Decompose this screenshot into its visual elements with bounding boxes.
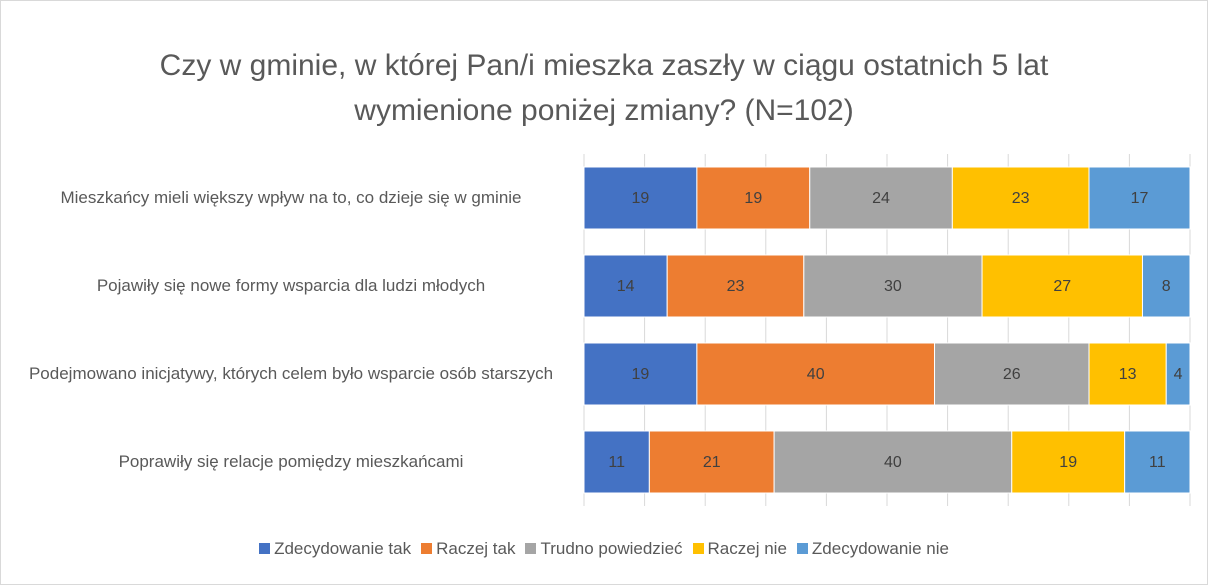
- legend-item: Zdecydowanie nie: [796, 539, 949, 559]
- bar-segment: [1011, 430, 1126, 494]
- data-label: 14: [617, 278, 635, 295]
- bar-segment: [583, 254, 668, 318]
- bar-segment: [951, 166, 1090, 230]
- bar-segment: [1088, 342, 1167, 406]
- bar-segment: [981, 254, 1143, 318]
- legend-label: Raczej nie: [707, 539, 787, 558]
- data-label: 19: [632, 366, 650, 383]
- data-label: 19: [632, 190, 650, 207]
- data-label: 27: [1053, 278, 1071, 295]
- data-label: 23: [727, 278, 745, 295]
- bar-segment: [1165, 342, 1191, 406]
- legend-swatch: [421, 543, 433, 554]
- bar-segment: [696, 166, 811, 230]
- data-label: 30: [884, 278, 902, 295]
- legend-swatch: [692, 543, 704, 554]
- legend: Zdecydowanie tak Raczej tak Trudno powiedz…: [1, 539, 1207, 559]
- legend-item: Raczej tak: [421, 539, 515, 559]
- bar-segment: [803, 254, 983, 318]
- data-label: 19: [1059, 454, 1077, 471]
- legend-item: Raczej nie: [692, 539, 787, 559]
- legend-swatch: [259, 543, 271, 554]
- bar-segment: [1124, 430, 1191, 494]
- data-label: 21: [703, 454, 721, 471]
- category-label: Podejmowano inicjatywy, których celem by…: [28, 364, 554, 383]
- chart-title: Czy w gminie, w której Pan/i mieszka zas…: [159, 49, 1049, 127]
- data-label: 11: [608, 454, 625, 471]
- data-label: 17: [1131, 190, 1149, 207]
- legend-label: Zdecydowanie tak: [274, 539, 412, 558]
- data-label: 24: [872, 190, 890, 207]
- data-label: 11: [1149, 454, 1166, 471]
- bar-segment: [773, 430, 1013, 494]
- bar-segment: [583, 166, 698, 230]
- bar-segment: [1088, 166, 1191, 230]
- bar-segment: [934, 342, 1090, 406]
- bar-segment: [809, 166, 953, 230]
- bar-segment: [648, 430, 775, 494]
- legend-label: Zdecydowanie nie: [811, 539, 949, 558]
- category-label: Mieszkańcy mieli większy wpływ na to, co…: [60, 188, 522, 207]
- category-label: Pojawiły się nowe formy wsparcia dla lud…: [96, 276, 486, 295]
- data-label: 26: [1003, 366, 1021, 383]
- legend-swatch: [796, 543, 808, 554]
- bar-segment: [1141, 254, 1191, 318]
- legend-label: Raczej tak: [436, 539, 516, 558]
- data-label: 19: [744, 190, 762, 207]
- legend-item: Trudno powiedzieć: [525, 539, 683, 559]
- legend-swatch: [525, 543, 537, 554]
- bar-segment: [696, 342, 936, 406]
- data-label: 13: [1119, 366, 1137, 383]
- data-label: 23: [1012, 190, 1030, 207]
- legend-label: Trudno powiedzieć: [540, 539, 683, 558]
- legend-item: Zdecydowanie tak: [259, 539, 411, 559]
- bar-segment: [583, 342, 698, 406]
- data-label: 40: [884, 454, 902, 471]
- category-label: Poprawiły się relacje pomiędzy mieszkańc…: [118, 452, 464, 471]
- data-label: 40: [807, 366, 825, 383]
- data-label: 8: [1162, 278, 1171, 295]
- data-label: 4: [1174, 366, 1183, 383]
